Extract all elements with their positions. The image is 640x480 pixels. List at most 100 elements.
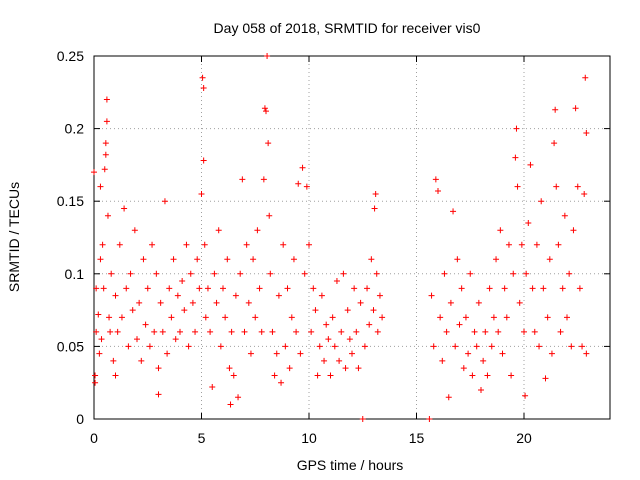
data-point	[501, 285, 508, 292]
data-point	[153, 270, 160, 277]
data-point	[92, 372, 99, 379]
data-point	[97, 183, 104, 190]
data-point	[351, 285, 358, 292]
data-point	[533, 241, 540, 248]
data-point	[512, 154, 519, 161]
data-point	[544, 314, 551, 321]
data-point	[243, 241, 250, 248]
data-point	[261, 105, 268, 112]
data-point	[301, 270, 308, 277]
data-point	[490, 314, 497, 321]
data-point	[149, 241, 156, 248]
data-point	[527, 161, 534, 168]
data-point	[308, 328, 315, 335]
data-point	[480, 357, 487, 364]
data-point	[142, 321, 149, 328]
data-point	[321, 357, 328, 364]
x-tick-label: 0	[90, 430, 98, 446]
y-tick-label: 0.15	[57, 193, 84, 209]
data-point	[97, 256, 104, 263]
data-point	[144, 285, 151, 292]
data-point	[428, 292, 435, 299]
data-point	[213, 299, 220, 306]
data-point	[107, 328, 114, 335]
data-point	[379, 314, 386, 321]
data-point	[92, 379, 99, 386]
data-point	[123, 285, 130, 292]
data-point	[437, 314, 444, 321]
data-point	[297, 350, 304, 357]
data-point	[450, 208, 457, 215]
data-point	[495, 328, 502, 335]
data-point	[98, 336, 105, 343]
data-point	[199, 74, 206, 81]
data-point	[510, 270, 517, 277]
data-point	[217, 343, 224, 350]
data-point	[368, 256, 375, 263]
data-point	[331, 343, 338, 350]
data-point	[325, 336, 332, 343]
data-point	[435, 188, 441, 195]
x-tick-label: 20	[516, 430, 532, 446]
data-point	[521, 328, 527, 335]
data-point	[372, 190, 379, 197]
data-point	[518, 241, 525, 248]
data-point	[181, 307, 188, 314]
y-tick-label: 0.2	[65, 121, 85, 137]
data-point	[172, 336, 179, 343]
data-point	[125, 343, 132, 350]
data-point	[174, 292, 181, 299]
plot-frame	[93, 55, 611, 420]
data-point	[342, 365, 349, 372]
data-point	[151, 328, 158, 335]
data-point	[469, 372, 476, 379]
data-point	[290, 256, 297, 263]
data-point	[484, 372, 491, 379]
data-point	[306, 241, 312, 248]
data-point	[252, 314, 259, 321]
data-point	[574, 183, 581, 190]
data-point	[303, 183, 310, 190]
x-tick-label: 10	[301, 430, 317, 446]
data-point	[370, 307, 377, 314]
y-axis-label: SRMTID / TECUs	[6, 182, 22, 292]
data-point	[241, 328, 248, 335]
data-point	[531, 328, 538, 335]
data-point	[256, 285, 263, 292]
data-point	[263, 108, 269, 115]
data-point	[187, 270, 194, 277]
data-point	[552, 106, 559, 113]
data-point	[209, 384, 216, 391]
data-point	[228, 328, 235, 335]
data-point	[239, 176, 246, 183]
data-point	[555, 241, 562, 248]
data-point	[102, 151, 109, 158]
data-point	[170, 256, 177, 263]
data-point	[91, 169, 97, 176]
data-point	[237, 270, 244, 277]
data-point	[200, 84, 207, 91]
data-point	[93, 328, 100, 335]
data-point	[215, 227, 222, 234]
data-point	[376, 292, 383, 299]
data-point	[357, 299, 364, 306]
data-point	[553, 183, 560, 190]
data-point	[177, 328, 183, 335]
data-point	[447, 299, 454, 306]
data-point	[551, 140, 558, 147]
y-tick-label: 0.1	[65, 266, 85, 282]
data-point	[194, 256, 201, 263]
data-point	[582, 74, 589, 81]
data-point	[340, 270, 347, 277]
x-axis-label: GPS time / hours	[297, 457, 404, 473]
data-point	[499, 350, 506, 357]
data-point	[523, 270, 530, 277]
data-point	[359, 416, 366, 422]
data-point	[185, 343, 192, 350]
data-point	[486, 285, 493, 292]
data-point	[284, 285, 291, 292]
data-point	[155, 391, 162, 398]
chart-title: Day 058 of 2018, SRMTID for receiver vis…	[214, 20, 481, 36]
data-point	[104, 212, 111, 219]
